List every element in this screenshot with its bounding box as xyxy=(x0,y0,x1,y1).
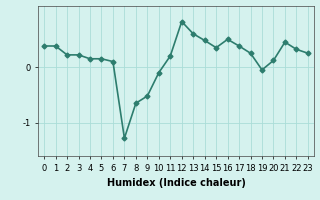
X-axis label: Humidex (Indice chaleur): Humidex (Indice chaleur) xyxy=(107,178,245,188)
